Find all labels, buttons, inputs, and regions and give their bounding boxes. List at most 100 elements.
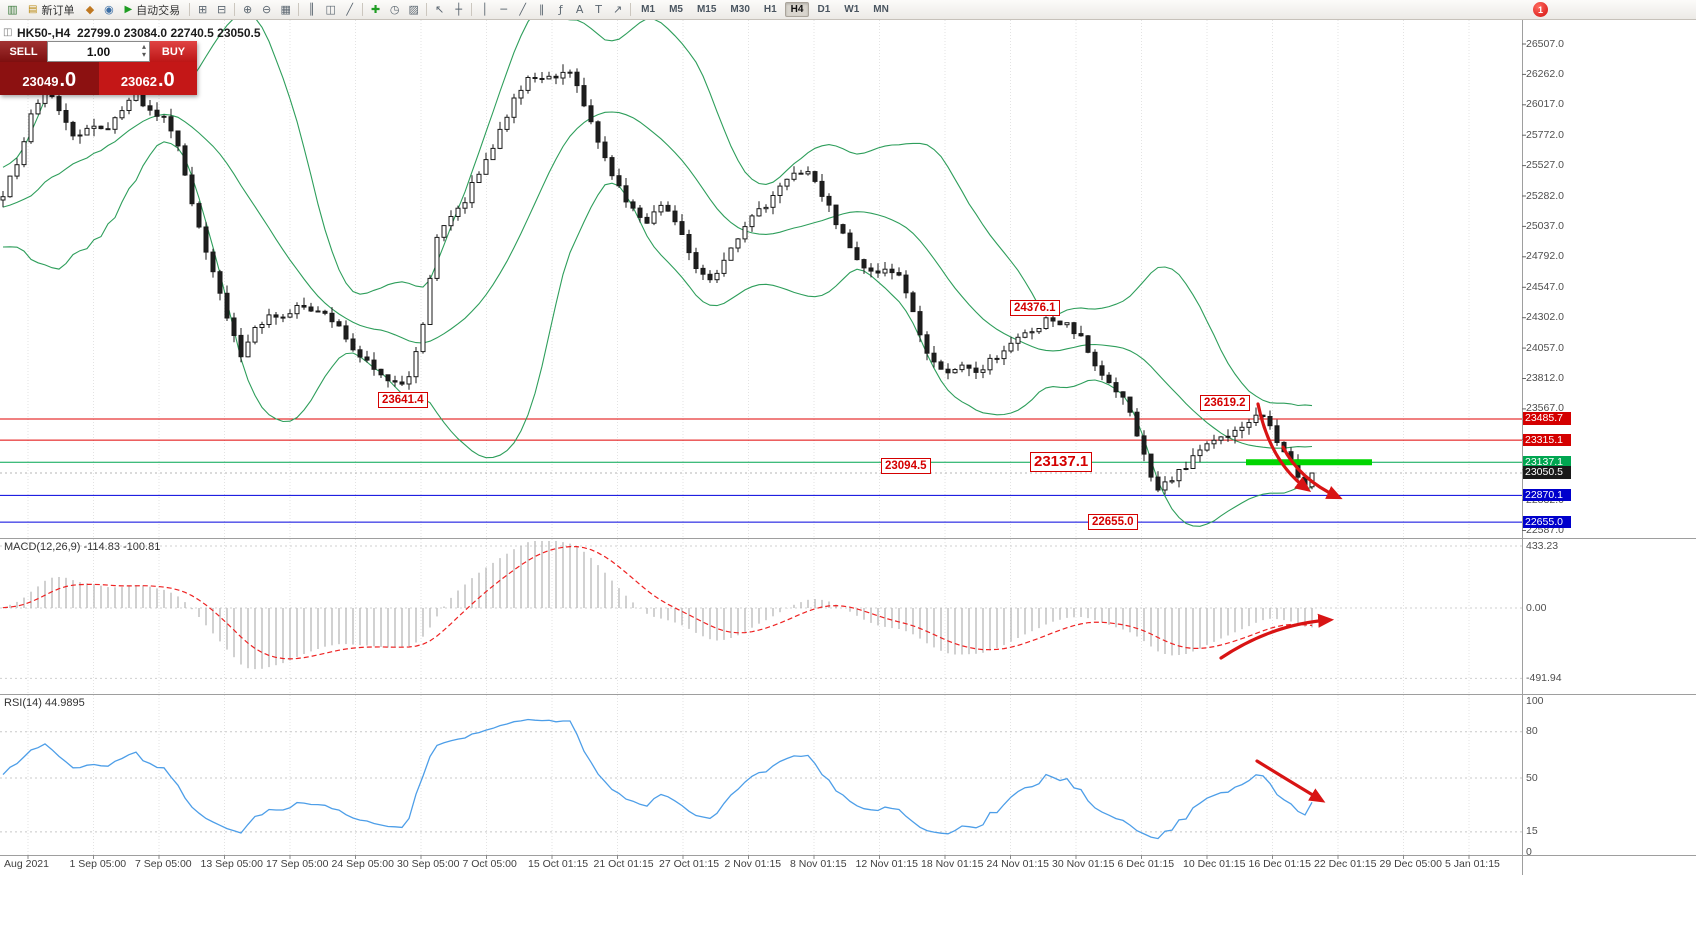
macd-axis-label: 433.23 [1526, 539, 1559, 552]
volume-down-button[interactable]: ▾ [141, 50, 146, 59]
time-axis-label: 10 Dec 01:15 [1183, 858, 1246, 870]
new-order-button-label: 新订单 [41, 4, 75, 17]
periods-icon[interactable]: ◷ [389, 3, 400, 16]
trendline-tool-icon[interactable]: ╱ [519, 3, 526, 16]
timeframe-m15[interactable]: M15 [696, 4, 717, 15]
auto-trading-button[interactable]: ▶ 自动交易 [118, 2, 186, 17]
arrow-tool-icon[interactable]: ↗ [613, 3, 623, 16]
price-callout-label[interactable]: 23137.1 [1030, 452, 1093, 472]
buy-price-frac: .0 [157, 69, 175, 91]
time-axis-label: 13 Sep 05:00 [200, 858, 263, 870]
hline-tool-icon[interactable]: ─ [500, 3, 507, 16]
crosshair-icon[interactable]: ┼ [455, 3, 462, 16]
sell-price-frac: .0 [59, 69, 77, 91]
price-axis-tag: 23050.5 [1523, 466, 1571, 479]
zoom-out-icon[interactable]: ⊖ [262, 3, 272, 16]
price-axis-label: 25772.0 [1526, 128, 1564, 141]
notification-badge[interactable]: 1 [1533, 2, 1548, 17]
time-axis-label: 2 Nov 01:15 [724, 858, 782, 870]
time-axis-label: 15 Oct 01:15 [528, 858, 589, 870]
rsi-axis-label: 0 [1526, 846, 1532, 858]
timeframe-d1[interactable]: D1 [817, 4, 831, 15]
price-callout-label[interactable]: 23641.4 [378, 392, 428, 408]
time-axis-label: 16 Dec 01:15 [1248, 858, 1311, 870]
indicators-icon[interactable]: ✚ [371, 3, 381, 16]
time-axis-label: 5 Jan 01:15 [1445, 858, 1500, 870]
time-axis-label: 12 Nov 01:15 [855, 858, 918, 870]
price-axis-tag: 23485.7 [1523, 412, 1571, 425]
buy-button[interactable]: BUY [150, 41, 197, 62]
rsi-indicator-label: RSI(14) 44.9895 [4, 697, 85, 709]
toolbar: ▥ ▤ 新订单 ◆ ◉ ▶ 自动交易 ⊞ ⊟ ⊕ ⊖ ▦ ║ ◫ ╱ ✚ ◷ ▨ ↖ ┼ │ ─ ╱ ∥ ƒ A T ↗ M1 M5 M15… [0, 0, 1696, 20]
price-callout-label[interactable]: 23094.5 [881, 458, 931, 474]
timeframe-mn[interactable]: MN [873, 4, 889, 15]
rsi-axis-label: 15 [1526, 825, 1538, 838]
time-axis-label: 22 Dec 01:15 [1314, 858, 1377, 870]
auto-trading-button-icon: ▶ [124, 3, 133, 15]
cursor-icon[interactable]: ↖ [435, 3, 445, 16]
sell-price[interactable]: 23049.0 [0, 62, 99, 95]
time-axis-label: 1 Sep 05:00 [69, 858, 127, 870]
volume-up-button[interactable]: ▴ [141, 42, 146, 51]
time-axis-label: 21 Oct 01:15 [593, 858, 654, 870]
price-axis-tag: 23315.1 [1523, 433, 1571, 447]
label-tool-icon[interactable]: T [595, 3, 603, 16]
volume-spinner: ▴ ▾ [142, 43, 146, 59]
timeframe-m30[interactable]: M30 [730, 4, 750, 15]
channel-tool-icon[interactable]: ∥ [538, 3, 545, 16]
buy-price[interactable]: 23062.0 [98, 62, 197, 95]
price-callout-label[interactable]: 23619.2 [1200, 395, 1250, 411]
new-order-button[interactable]: ▤ 新订单 [22, 2, 80, 17]
price-axis-label: 25037.0 [1526, 219, 1564, 232]
chart-symbol-icon: ◫ [3, 27, 13, 38]
timeframe-group: M1 M5 M15 M30 H1 H4 D1 W1 MN [634, 2, 896, 17]
vline-tool-icon[interactable]: │ [481, 3, 488, 16]
price-callout-label[interactable]: 24376.1 [1010, 300, 1060, 316]
price-axis-label: 25527.0 [1526, 159, 1564, 172]
bar-chart-type-icon[interactable]: ║ [308, 3, 315, 16]
line-chart-type-icon[interactable]: ╱ [346, 3, 353, 16]
grid-icon[interactable]: ▦ [280, 3, 291, 16]
macd-axis-label: -491.94 [1526, 671, 1562, 684]
time-axis-label: 7 Oct 05:00 [462, 858, 517, 870]
price-axis-label: 24792.0 [1526, 250, 1564, 263]
volume-input[interactable]: 1.00 ▴ ▾ [47, 41, 150, 62]
templates-icon[interactable]: ▨ [408, 3, 419, 16]
timeframe-m5[interactable]: M5 [669, 4, 683, 15]
price-axis-tag: 23137.1 [1523, 455, 1571, 469]
price-axis-label: 26262.0 [1526, 67, 1564, 80]
sell-button[interactable]: SELL [0, 41, 47, 62]
timeframe-h4[interactable]: H4 [784, 2, 810, 17]
time-axis-label: 24 Nov 01:15 [986, 858, 1049, 870]
timeframe-h1[interactable]: H1 [763, 4, 777, 15]
price-axis-label: 23812.0 [1526, 371, 1564, 384]
time-axis-label: 24 Sep 05:00 [331, 858, 394, 870]
macd-axis-label: 0.00 [1526, 601, 1547, 614]
price-axis-label: 26507.0 [1526, 37, 1564, 50]
price-axis-label: 24547.0 [1526, 280, 1564, 293]
one-click-trading-panel: SELL 1.00 ▴ ▾ BUY 23049.0 23062.0 [0, 41, 197, 95]
price-axis-tag: 22655.0 [1523, 515, 1571, 529]
time-axis-label: 7 Sep 05:00 [135, 858, 192, 870]
time-axis-label: 8 Nov 01:15 [790, 858, 847, 870]
chart-window-icon[interactable]: ▥ [7, 3, 18, 16]
zoom-in-icon[interactable]: ⊕ [243, 3, 253, 16]
rsi-axis-label: 50 [1526, 771, 1538, 784]
price-axis-label: 23567.0 [1526, 402, 1564, 415]
candlestick-type-icon[interactable]: ◫ [325, 3, 336, 16]
buy-price-base: 23062 [120, 74, 157, 89]
navigator-icon[interactable]: ◉ [104, 3, 114, 16]
toolbar-separator [426, 3, 428, 16]
timeframe-m1[interactable]: M1 [641, 4, 656, 15]
timeframe-w1[interactable]: W1 [844, 4, 860, 15]
market-watch-icon[interactable]: ◆ [85, 3, 95, 16]
tile-windows-icon[interactable]: ⊞ [198, 3, 208, 16]
fibonacci-tool-icon[interactable]: ƒ [558, 3, 563, 16]
price-callout-label[interactable]: 22655.0 [1088, 514, 1138, 530]
text-tool-icon[interactable]: A [575, 3, 584, 16]
cascade-windows-icon[interactable]: ⊟ [217, 3, 227, 16]
time-axis-label: 29 Dec 05:00 [1379, 858, 1442, 870]
rsi-axis-label: 100 [1526, 694, 1544, 707]
